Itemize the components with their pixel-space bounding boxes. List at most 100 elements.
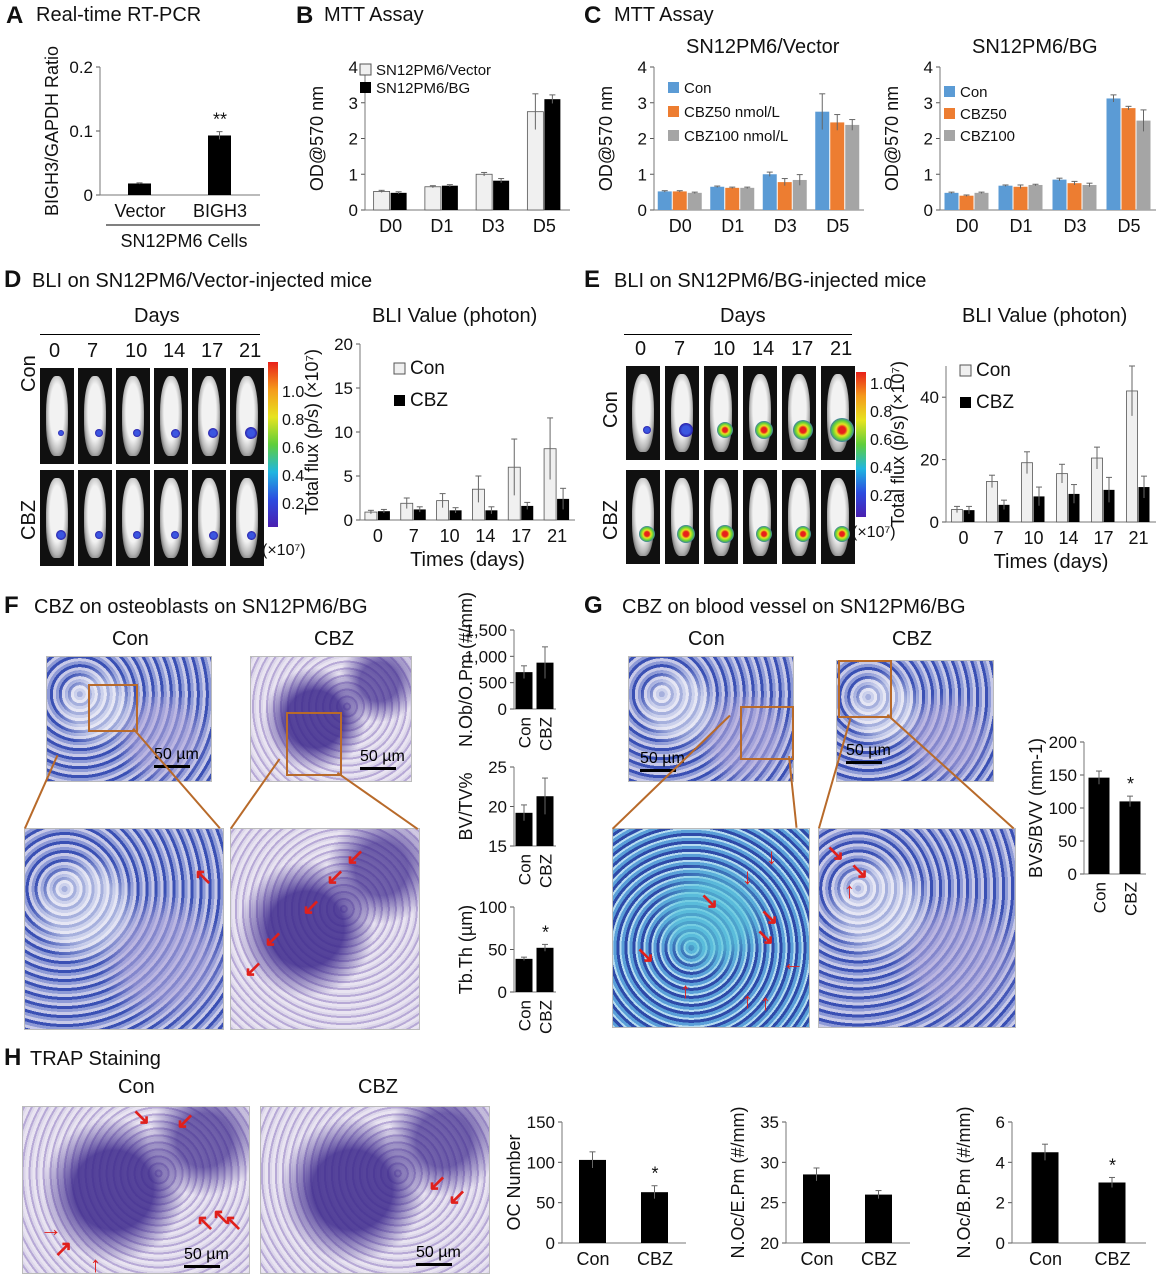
x-tick-label: Con [516, 717, 535, 748]
red-arrow-g9: ↑ [742, 988, 753, 1013]
bli-mouse-image-cbz [192, 470, 226, 566]
y-tick-label: 3 [924, 94, 933, 113]
y-axis-label: N.Oc/B.Pm (#/mm) [954, 1107, 974, 1259]
mouse-body [632, 478, 654, 556]
bli-mouse-image-cbz [230, 470, 264, 566]
colorbar-tick: 0.8 [282, 412, 305, 429]
bli-signal-spot [795, 525, 812, 542]
bar [536, 662, 554, 709]
bar [1067, 183, 1082, 210]
mouse-body [84, 376, 106, 456]
day-label: 14 [752, 338, 775, 360]
red-arrow-f1: ↖ [194, 864, 213, 889]
mouse-body [160, 376, 182, 456]
x-tick-label: Vector [114, 201, 165, 221]
y-tick-label: 1 [924, 165, 933, 184]
chart-g-bvs: BVS/BVV (mm-1) 0 50 100 150 200 Con CBZ * [1026, 733, 1146, 916]
bli-mouse-image-cbz [743, 470, 777, 564]
y-tick-label: 2 [638, 130, 647, 149]
histology-g-con-zoom [612, 828, 810, 1028]
legend-label: CBZ [976, 392, 1014, 413]
red-arrow-f3: ↙ [326, 864, 345, 889]
bar [725, 187, 740, 210]
zoom-box-f-con [88, 684, 138, 732]
y-tick-label: 10 [334, 423, 353, 442]
chart-d-bli: Total flux (p/s) (×10⁷) 0 5 10 15 20 0 7 10 14 17 2… [302, 335, 575, 571]
bli-signal-spot [643, 425, 652, 434]
panel-label-f: F [4, 592, 19, 619]
red-arrow-h1: ↘ [132, 1104, 151, 1129]
bli-signal-spot [834, 525, 851, 542]
y-tick-label: 15 [334, 379, 353, 398]
bli-e-row-con: Con [600, 391, 622, 428]
y-tick-label: 1,500 [464, 621, 507, 640]
bar [1033, 496, 1045, 522]
bli-mouse-image-con [230, 368, 264, 464]
legend-label: CBZ100 [960, 128, 1015, 145]
y-tick-label: 50 [488, 941, 507, 960]
day-label: 21 [239, 340, 262, 362]
bar [657, 191, 672, 210]
mouse-body [827, 478, 849, 556]
y-tick-label: 0 [498, 700, 507, 719]
bar [1103, 489, 1115, 522]
panel-c-sub-vector: SN12PM6/Vector [686, 36, 840, 58]
x-tick-label: CBZ [637, 1249, 673, 1269]
y-tick-label: 25 [488, 758, 507, 777]
x-tick-label: Con [1091, 882, 1110, 913]
mouse-body [632, 374, 654, 452]
legend-label: Con [684, 80, 712, 97]
legend-label: CBZ100 nmol/L [684, 128, 788, 145]
y-tick-label: 0 [498, 983, 507, 1002]
bli-signal-spot [95, 429, 104, 438]
legend-swatch [394, 395, 405, 406]
red-arrow-g12: ↘ [850, 858, 869, 883]
x-tick-label: 0 [373, 526, 383, 546]
y-axis-label: OC Number [504, 1134, 524, 1230]
y-tick-label: 6 [996, 1113, 1005, 1132]
bar [515, 672, 533, 709]
bli-mouse-image-cbz [821, 470, 855, 564]
legend-label: SN12PM6/Vector [376, 62, 491, 79]
y-tick-label: 100 [479, 898, 507, 917]
red-arrow-h2: ↙ [176, 1108, 195, 1133]
histology-f-con-zoom [24, 828, 224, 1030]
red-arrow-f2: ↙ [346, 844, 365, 869]
y-axis-label: OD@570 nm [596, 86, 616, 191]
bar [1119, 801, 1141, 874]
bli-mouse-image-cbz [154, 470, 188, 566]
day-label: 14 [163, 340, 186, 362]
bli-mouse-image-cbz [40, 470, 74, 566]
x-tick-label: 17 [511, 526, 531, 546]
y-tick-label: 20 [488, 798, 507, 817]
red-arrow-g8: ↑ [680, 978, 691, 1003]
y-tick-label: 30 [760, 1153, 779, 1172]
x-tick-label: D0 [955, 216, 978, 236]
significance-mark: * [542, 922, 549, 942]
y-tick-label: 25 [760, 1194, 779, 1213]
y-tick-label: 40 [920, 388, 939, 407]
scale-bar-f-con: 50 µm [154, 746, 199, 768]
colorbar-tick: 1.0 [870, 376, 893, 393]
bar [475, 173, 493, 211]
x-tick-label: CBZ [861, 1249, 897, 1269]
chart-c-vector: OD@570 nm 0 1 2 3 4 D0 D1 D3 D5 Con CBZ50 nmol/L CBZ… [596, 58, 864, 236]
group-label: SN12PM6 Cells [120, 231, 247, 251]
bar [515, 958, 533, 992]
trap-image-con [22, 1106, 250, 1274]
panel-label-d: D [4, 266, 22, 293]
mouse-body [710, 478, 732, 556]
x-tick-label: 10 [1023, 528, 1043, 548]
x-tick-label: 10 [440, 526, 460, 546]
red-arrow-h5: ↑ [90, 1252, 101, 1277]
scale-bar-h-con: 50 µm [184, 1246, 229, 1268]
red-arrow-g1: ↓ [766, 844, 777, 869]
legend-swatch [668, 82, 679, 93]
bli-signal-spot [171, 531, 180, 540]
bar [815, 111, 830, 210]
panel-e-title: BLI on SN12PM6/BG-injected mice [614, 270, 927, 292]
significance-mark: * [1127, 774, 1134, 794]
day-label: 7 [87, 340, 99, 362]
mouse-body [46, 376, 68, 456]
colorbar-e [856, 372, 866, 517]
